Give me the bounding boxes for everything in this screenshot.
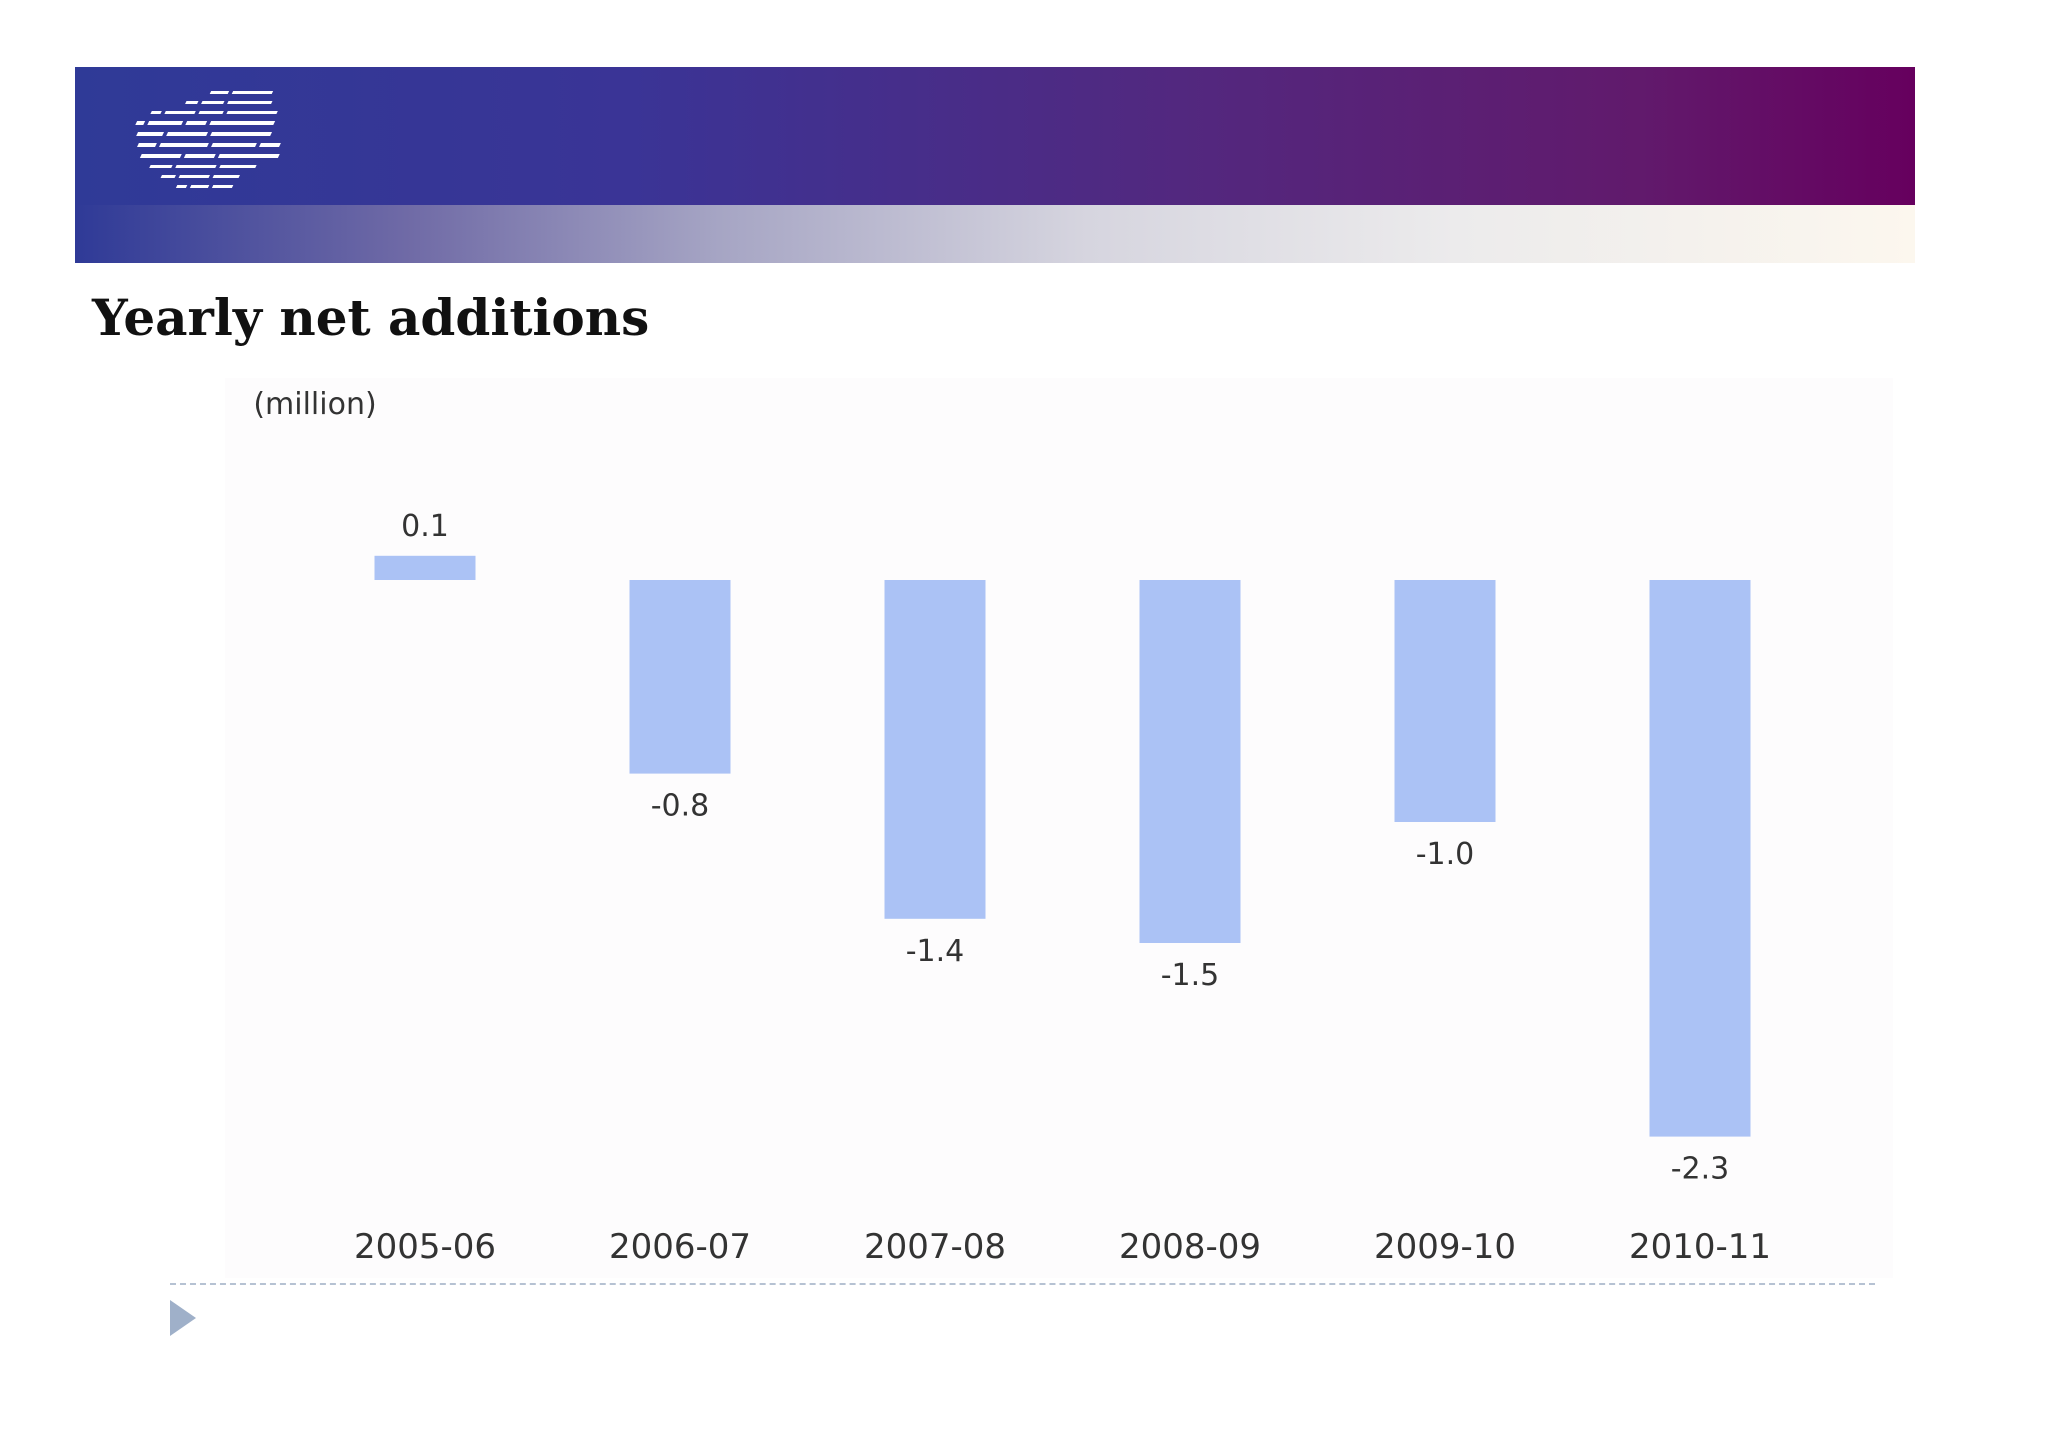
bar-chart: (million) 0.1 -0.8 -1.4 -1.5 -1.0 -2.3 2005-0… <box>253 387 1771 1267</box>
bar-2009-10 <box>1394 580 1496 822</box>
bar-2008-09 <box>1139 580 1241 943</box>
bar-2010-11 <box>1649 580 1751 1137</box>
banner-top-band <box>75 67 1915 205</box>
value-label-2009-10: -1.0 <box>1416 837 1475 872</box>
category-label-2010-11: 2010-11 <box>1629 1227 1771 1267</box>
triangle-bullet-icon <box>170 1300 196 1336</box>
category-label-2006-07: 2006-07 <box>609 1227 751 1267</box>
bar-2006-07 <box>629 580 731 774</box>
chart-panel: (million) 0.1 -0.8 -1.4 -1.5 -1.0 -2.3 2005-0… <box>225 378 1893 1278</box>
category-label-2007-08: 2007-08 <box>864 1227 1006 1267</box>
bars-group <box>374 555 1751 1137</box>
value-label-2007-08: -1.4 <box>906 934 965 969</box>
value-label-2008-09: -1.5 <box>1161 958 1220 993</box>
footer-divider <box>170 1283 1875 1285</box>
value-label-2006-07: -0.8 <box>651 789 710 824</box>
slide-title: Yearly net additions <box>92 288 650 347</box>
category-label-2008-09: 2008-09 <box>1119 1227 1261 1267</box>
bar-2007-08 <box>884 580 986 919</box>
category-label-2005-06: 2005-06 <box>354 1227 496 1267</box>
striped-logo-icon <box>135 91 281 188</box>
value-label-2005-06: 0.1 <box>401 509 449 544</box>
value-labels-group: 0.1 -0.8 -1.4 -1.5 -1.0 -2.3 <box>401 509 1729 1187</box>
category-labels-group: 2005-06 2006-07 2007-08 2008-09 2009-10 2010-… <box>354 1227 1771 1267</box>
banner-bottom-band <box>75 205 1915 263</box>
bar-2005-06 <box>374 555 476 580</box>
header-banner <box>75 67 1915 263</box>
value-label-2010-11: -2.3 <box>1671 1152 1730 1187</box>
unit-label: (million) <box>253 387 376 422</box>
category-label-2009-10: 2009-10 <box>1374 1227 1516 1267</box>
